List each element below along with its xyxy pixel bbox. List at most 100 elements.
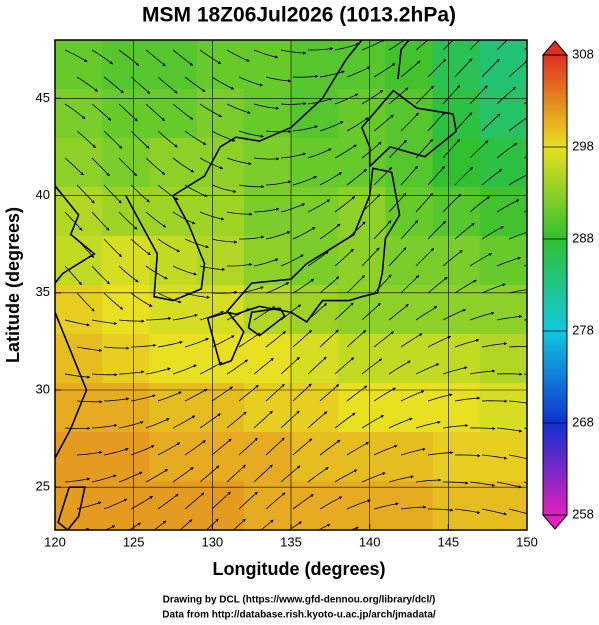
- streamline: [130, 130, 150, 149]
- streamline: [400, 112, 419, 132]
- streamline: [307, 303, 328, 321]
- streamline: [389, 535, 414, 537]
- streamline: [346, 169, 367, 186]
- streamline: [469, 40, 481, 51]
- streamline: [454, 338, 480, 348]
- field-cell: [291, 432, 339, 482]
- streamline: [172, 103, 194, 120]
- field-cell: [338, 481, 386, 530]
- streamline: [91, 157, 110, 177]
- x-tick-label: 140: [359, 534, 381, 549]
- field-cell: [479, 187, 527, 237]
- streamline: [199, 361, 223, 375]
- streamline: [211, 386, 234, 402]
- field-cell: [102, 138, 150, 188]
- streamline: [319, 439, 341, 456]
- streamline: [211, 130, 236, 142]
- streamline: [427, 451, 454, 456]
- streamline: [481, 508, 507, 516]
- streamline: [469, 140, 489, 159]
- field-cell: [243, 432, 292, 482]
- streamline: [469, 311, 495, 321]
- x-tick-label: 125: [123, 534, 145, 549]
- field-cell: [55, 432, 103, 482]
- streamline: [130, 495, 154, 510]
- streamline: [415, 40, 429, 51]
- streamline: [469, 253, 493, 267]
- streamline: [226, 103, 251, 114]
- field-cell: [102, 89, 150, 139]
- streamline: [91, 211, 110, 231]
- streamline: [454, 112, 473, 132]
- streamline: [118, 49, 140, 66]
- streamline: [361, 141, 382, 159]
- field-cell: [243, 40, 292, 90]
- streamline: [76, 76, 98, 92]
- streamline: [184, 130, 207, 145]
- field-cell: [432, 383, 481, 433]
- streamline: [496, 256, 522, 267]
- field-cell: [338, 89, 386, 139]
- streamline: [280, 203, 306, 213]
- streamline: [307, 148, 332, 159]
- streamline: [319, 384, 340, 402]
- field-cell: [385, 285, 434, 335]
- streamline: [427, 165, 445, 186]
- field-cell: [385, 481, 434, 530]
- streamline: [307, 467, 329, 483]
- streamline: [157, 340, 183, 348]
- field-cell: [149, 40, 198, 90]
- streamline: [442, 366, 468, 375]
- streamline: [454, 453, 481, 458]
- streamline: [211, 438, 232, 456]
- streamline: [481, 113, 501, 132]
- streamline: [172, 49, 194, 66]
- streamline: [227, 262, 253, 267]
- streamline: [265, 383, 285, 402]
- streamline: [508, 508, 527, 514]
- streamline: [211, 491, 231, 510]
- field-cell: [338, 138, 386, 188]
- streamline: [226, 157, 252, 166]
- streamline: [103, 346, 130, 350]
- field-cell: [432, 138, 481, 188]
- streamline: [184, 76, 206, 93]
- y-tick-label: 30: [36, 381, 50, 396]
- streamline: [130, 238, 151, 256]
- streamline: [319, 329, 339, 348]
- streamline: [64, 477, 91, 483]
- streamline: [427, 58, 447, 78]
- streamline: [64, 426, 91, 431]
- field-cell: [149, 481, 198, 530]
- map-overlay: [55, 40, 527, 537]
- streamline: [292, 74, 319, 79]
- streamline: [346, 499, 371, 510]
- colorbar-top: [541, 40, 569, 56]
- field-cell: [55, 138, 103, 188]
- streamline: [307, 411, 328, 429]
- streamline: [157, 391, 182, 402]
- streamline: [280, 102, 307, 106]
- streamline: [496, 142, 518, 159]
- streamline: [469, 426, 496, 431]
- streamline: [508, 289, 527, 294]
- streamline: [76, 184, 95, 204]
- streamline: [319, 223, 341, 240]
- streamline: [145, 316, 172, 321]
- streamline: [226, 211, 253, 216]
- streamline: [496, 199, 520, 213]
- chart-title: MSM 18Z06Jul2026 (1013.2hPa): [142, 4, 456, 27]
- streamline: [334, 144, 357, 159]
- field-cell: [243, 383, 292, 433]
- streamline: [91, 265, 110, 285]
- streamline: [280, 49, 307, 55]
- streamline: [415, 420, 441, 429]
- streamline: [226, 464, 246, 483]
- streamline: [427, 112, 446, 132]
- streamline: [442, 85, 461, 105]
- streamline: [157, 130, 178, 148]
- streamline: [400, 60, 421, 78]
- streamline: [415, 138, 433, 159]
- streamline: [265, 129, 292, 134]
